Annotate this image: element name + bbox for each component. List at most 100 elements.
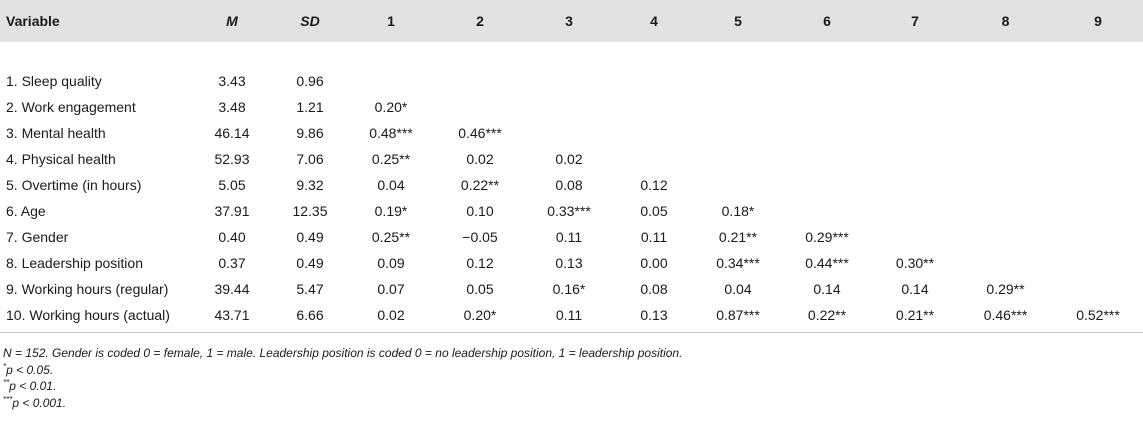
cell-corr-5: 0.21** [694,224,782,250]
cell-corr-2: 0.12 [436,250,524,276]
header-row: Variable M SD 1 2 3 4 5 6 7 8 9 [0,0,1143,42]
cell-corr-4: 0.08 [614,276,694,302]
cell-mean: 0.40 [190,224,274,250]
cell-variable: 2. Work engagement [0,94,190,120]
cell-mean: 0.37 [190,250,274,276]
cell-variable: 10. Working hours (actual) [0,302,190,328]
note-p05-stars: * [3,361,7,371]
cell-corr-4: 0.11 [614,224,694,250]
cell-corr-7 [872,198,958,224]
cell-mean: 43.71 [190,302,274,328]
table-row: 7. Gender 0.40 0.49 0.25** −0.05 0.11 0.11 0.21… [0,224,1143,250]
header-col-6: 6 [782,0,872,42]
cell-corr-9 [1053,276,1143,302]
cell-corr-4: 0.13 [614,302,694,328]
cell-corr-9 [1053,250,1143,276]
header-col-8: 8 [958,0,1053,42]
cell-variable: 1. Sleep quality [0,68,190,94]
cell-corr-7 [872,68,958,94]
header-col-3: 3 [524,0,614,42]
cell-sd: 5.47 [274,276,346,302]
cell-corr-6 [782,68,872,94]
cell-mean: 37.91 [190,198,274,224]
cell-corr-2: 0.10 [436,198,524,224]
cell-variable: 4. Physical health [0,146,190,172]
note-p001-text: p < 0.001. [12,395,67,410]
cell-corr-2: 0.05 [436,276,524,302]
cell-corr-8 [958,68,1053,94]
cell-corr-3 [524,68,614,94]
cell-corr-2 [436,94,524,120]
cell-corr-1: 0.19* [346,198,436,224]
cell-corr-1: 0.09 [346,250,436,276]
cell-corr-6: 0.14 [782,276,872,302]
note-p001-stars: *** [3,394,13,404]
note-p001: ***p < 0.001. [3,395,1143,412]
header-col-5: 5 [694,0,782,42]
cell-mean: 3.43 [190,68,274,94]
cell-sd: 6.66 [274,302,346,328]
cell-corr-7: 0.30** [872,250,958,276]
cell-corr-2 [436,68,524,94]
cell-corr-1 [346,68,436,94]
table-row: 3. Mental health 46.14 9.86 0.48*** 0.46*** [0,120,1143,146]
cell-corr-1: 0.04 [346,172,436,198]
cell-corr-5 [694,146,782,172]
cell-corr-6 [782,172,872,198]
cell-corr-9 [1053,120,1143,146]
cell-corr-4: 0.05 [614,198,694,224]
cell-sd: 1.21 [274,94,346,120]
cell-corr-7 [872,172,958,198]
cell-corr-5: 0.34*** [694,250,782,276]
cell-corr-1: 0.07 [346,276,436,302]
cell-corr-9 [1053,94,1143,120]
cell-variable: 9. Working hours (regular) [0,276,190,302]
cell-corr-8 [958,94,1053,120]
cell-corr-3 [524,120,614,146]
cell-corr-3 [524,94,614,120]
cell-corr-2: 0.02 [436,146,524,172]
table-row: 1. Sleep quality 3.43 0.96 [0,68,1143,94]
cell-corr-8 [958,224,1053,250]
header-col-9: 9 [1053,0,1143,42]
cell-sd: 9.86 [274,120,346,146]
cell-corr-4 [614,146,694,172]
cell-corr-4 [614,94,694,120]
cell-corr-8: 0.29** [958,276,1053,302]
header-mean: M [190,0,274,42]
cell-corr-5 [694,68,782,94]
cell-corr-7: 0.21** [872,302,958,328]
table-body: 1. Sleep quality 3.43 0.96 2. Work engageme… [0,42,1143,328]
cell-corr-3: 0.02 [524,146,614,172]
header-col-1: 1 [346,0,436,42]
cell-corr-6 [782,120,872,146]
cell-corr-8 [958,146,1053,172]
cell-corr-5: 0.04 [694,276,782,302]
cell-corr-7 [872,146,958,172]
spacer-row [0,42,1143,68]
cell-corr-1: 0.48*** [346,120,436,146]
cell-mean: 5.05 [190,172,274,198]
header-col-4: 4 [614,0,694,42]
table-row: 9. Working hours (regular) 39.44 5.47 0.07 0… [0,276,1143,302]
cell-corr-4 [614,68,694,94]
cell-corr-6: 0.44*** [782,250,872,276]
note-p05: *p < 0.05. [3,362,1143,379]
correlation-table: Variable M SD 1 2 3 4 5 6 7 8 9 1. Sleep quality 3.4… [0,0,1143,328]
cell-corr-7 [872,94,958,120]
note-p01-text: p < 0.01. [9,379,57,393]
cell-corr-3: 0.08 [524,172,614,198]
cell-variable: 7. Gender [0,224,190,250]
cell-corr-8: 0.46*** [958,302,1053,328]
table-row: 10. Working hours (actual) 43.71 6.66 0.02 0… [0,302,1143,328]
note-main: N = 152. Gender is coded 0 = female, 1 =… [3,346,683,360]
cell-corr-6 [782,94,872,120]
cell-corr-9 [1053,198,1143,224]
cell-sd: 9.32 [274,172,346,198]
note-p01: **p < 0.01. [3,378,1143,395]
cell-sd: 0.49 [274,224,346,250]
cell-corr-4 [614,120,694,146]
cell-sd: 0.96 [274,68,346,94]
cell-corr-6 [782,146,872,172]
cell-corr-6 [782,198,872,224]
